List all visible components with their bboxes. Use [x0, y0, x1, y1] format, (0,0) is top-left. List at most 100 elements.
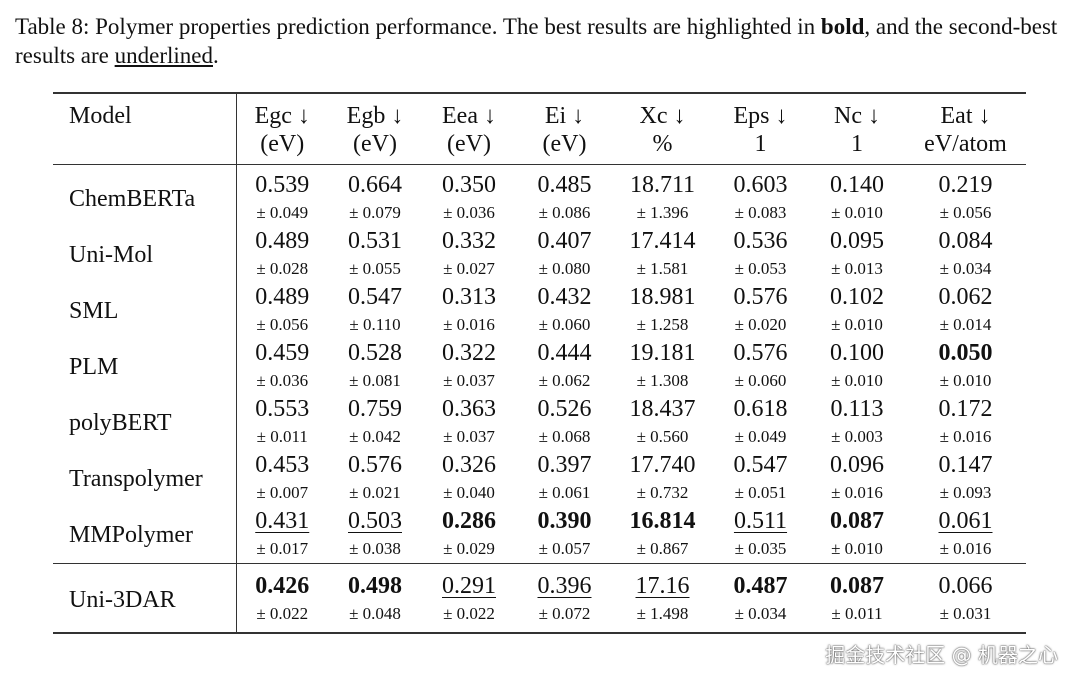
metric-value: 0.061 — [938, 508, 993, 534]
results-table: Model Egc ↓ (eV) Egb ↓ (eV) Eea ↓ (eV) Ei ↓ (eV… — [53, 92, 1026, 634]
header-col-name: Egc ↓ — [254, 103, 310, 129]
metric-cell: 0.147 ± 0.093 — [905, 451, 1026, 507]
metric-cell: 0.102 ± 0.010 — [809, 283, 905, 339]
metric-cell: 0.087 ± 0.011 — [809, 564, 905, 634]
header-col: Egb ↓ (eV) — [328, 93, 422, 165]
table-row: Transpolymer 0.453 ± 0.007 0.576 ± 0.021 0.32… — [53, 451, 1026, 507]
metric-cell: 0.453 ± 0.007 — [236, 451, 328, 507]
header-col: Nc ↓ 1 — [809, 93, 905, 165]
table-caption: Table 8: Polymer properties prediction p… — [15, 12, 1075, 70]
metric-cell: 0.431 ± 0.017 — [236, 507, 328, 564]
metric-std: ± 0.010 — [831, 203, 883, 222]
metric-std: ± 0.732 — [636, 483, 689, 502]
metric-value: 0.332 — [442, 228, 496, 254]
caption-underline-word: underlined — [114, 43, 213, 68]
metric-cell: 0.426 ± 0.022 — [236, 564, 328, 634]
metric-value: 0.531 — [348, 228, 402, 254]
metric-std: ± 0.036 — [256, 371, 309, 390]
metric-value: 0.087 — [830, 573, 884, 599]
metric-std: ± 0.010 — [831, 371, 883, 390]
metric-value: 0.503 — [348, 508, 402, 534]
metric-cell: 0.511 ± 0.035 — [712, 507, 809, 564]
metric-cell: 0.084 ± 0.034 — [905, 227, 1026, 283]
metric-std: ± 0.016 — [939, 427, 992, 446]
metric-std: ± 0.038 — [349, 539, 401, 558]
metric-value: 0.390 — [537, 508, 592, 534]
metric-std: ± 0.049 — [734, 427, 787, 446]
metric-cell: 0.396 ± 0.072 — [516, 564, 613, 634]
metric-value: 0.547 — [348, 284, 402, 310]
metric-value: 0.322 — [442, 340, 496, 366]
metric-value: 0.062 — [938, 284, 993, 310]
caption-bold-word: bold — [820, 14, 865, 39]
metric-cell: 18.437 ± 0.560 — [613, 395, 712, 451]
header-col-unit: 1 — [851, 131, 863, 157]
metric-cell: 0.547 ± 0.051 — [712, 451, 809, 507]
metric-std: ± 0.016 — [939, 539, 992, 558]
metric-std: ± 0.013 — [831, 259, 883, 278]
metric-value: 0.489 — [255, 284, 310, 310]
metric-value: 0.095 — [830, 228, 884, 254]
header-model: Model — [53, 93, 237, 165]
metric-std: ± 0.016 — [831, 483, 883, 502]
metric-value: 0.453 — [255, 452, 310, 478]
metric-std: ± 0.051 — [734, 483, 787, 502]
metric-std: ± 0.086 — [538, 203, 591, 222]
metric-value: 0.407 — [537, 228, 592, 254]
metric-cell: 0.407 ± 0.080 — [516, 227, 613, 283]
caption-text: Table 8: Polymer properties prediction p… — [15, 14, 821, 39]
header-col-name: Ei ↓ — [544, 103, 585, 129]
metric-std: ± 0.057 — [538, 539, 591, 558]
metric-value: 18.711 — [629, 172, 696, 198]
metric-std: ± 1.396 — [636, 203, 689, 222]
metric-cell: 0.350 ± 0.036 — [422, 165, 516, 228]
metric-std: ± 0.007 — [256, 483, 309, 502]
model-name: Transpolymer — [53, 451, 237, 507]
metric-cell: 0.050 ± 0.010 — [905, 339, 1026, 395]
metric-std: ± 1.308 — [636, 371, 689, 390]
model-name: ChemBERTa — [53, 164, 237, 227]
metric-std: ± 0.560 — [636, 427, 689, 446]
metric-cell: 0.553 ± 0.011 — [236, 395, 328, 451]
metric-cell: 0.489 ± 0.028 — [236, 227, 328, 283]
metric-std: ± 0.034 — [734, 604, 787, 623]
metric-value: 17.414 — [629, 228, 696, 254]
metric-value: 0.547 — [733, 452, 788, 478]
table-row: Uni-3DAR 0.426 ± 0.022 0.498 ± 0.048 0.291 ± 0… — [53, 563, 1026, 634]
header-col-name: Egb ↓ — [346, 103, 404, 129]
table-row: ChemBERTa 0.539 ± 0.049 0.664 ± 0.079 0.350 ± … — [53, 164, 1026, 228]
header-col-unit: (eV) — [353, 131, 397, 157]
metric-value: 0.096 — [830, 452, 884, 478]
model-name: polyBERT — [53, 395, 237, 451]
header-col: Eat ↓ eV/atom — [905, 93, 1026, 165]
metric-std: ± 0.021 — [349, 483, 401, 502]
metric-value: 18.437 — [629, 396, 696, 422]
metric-value: 0.113 — [830, 396, 884, 422]
metric-value: 0.444 — [537, 340, 592, 366]
metric-cell: 0.100 ± 0.010 — [809, 339, 905, 395]
metric-std: ± 0.011 — [256, 427, 308, 446]
metric-std: ± 0.028 — [256, 259, 309, 278]
header-col-name: Eps ↓ — [733, 103, 788, 129]
metric-cell: 0.536 ± 0.053 — [712, 227, 809, 283]
metric-cell: 0.498 ± 0.048 — [328, 564, 422, 634]
metric-value: 0.291 — [442, 573, 496, 599]
header-col-unit: (eV) — [260, 131, 305, 157]
metric-std: ± 0.037 — [443, 371, 495, 390]
baseline-rows: ChemBERTa 0.539 ± 0.049 0.664 ± 0.079 0.350 ± … — [53, 164, 1026, 564]
metric-cell: 17.740 ± 0.732 — [613, 451, 712, 507]
metric-cell: 0.397 ± 0.061 — [516, 451, 613, 507]
metric-cell: 0.539 ± 0.049 — [236, 165, 328, 228]
metric-cell: 0.326 ± 0.040 — [422, 451, 516, 507]
metric-std: ± 0.048 — [349, 604, 401, 623]
metric-std: ± 0.027 — [443, 259, 495, 278]
metric-std: ± 0.010 — [831, 539, 883, 558]
metric-cell: 0.286 ± 0.029 — [422, 507, 516, 564]
metric-std: ± 0.029 — [443, 539, 495, 558]
header-col: Egc ↓ (eV) — [236, 93, 328, 165]
metric-std: ± 0.040 — [443, 483, 495, 502]
metric-value: 0.576 — [348, 452, 402, 478]
header-row: Model Egc ↓ (eV) Egb ↓ (eV) Eea ↓ (eV) Ei ↓ (eV… — [53, 93, 1026, 165]
metric-value: 0.397 — [537, 452, 592, 478]
metric-cell: 0.062 ± 0.014 — [905, 283, 1026, 339]
